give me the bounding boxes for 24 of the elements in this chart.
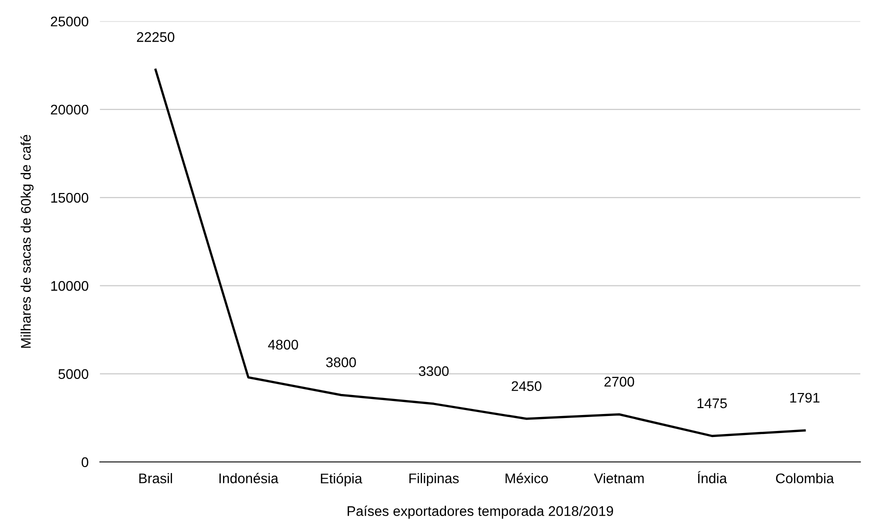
x-tick-label: México: [506, 472, 548, 484]
x-tick-label: Etiópia: [320, 473, 362, 486]
data-label: 2700: [604, 376, 634, 387]
data-label: 2450: [512, 381, 542, 392]
data-label: 1475: [698, 398, 727, 408]
x-tick-label: Brasil: [139, 473, 172, 484]
y-tick-label: 10000: [51, 281, 88, 291]
data-label: 1791: [790, 392, 820, 403]
x-tick-label: Filipinas: [409, 473, 459, 486]
x-tick-label: Vietnam: [594, 473, 644, 484]
data-label: 22250: [136, 32, 174, 42]
x-tick-label: Índia: [698, 471, 728, 484]
x-tick-label: Colombia: [776, 473, 834, 484]
y-tick-label: 0: [82, 457, 88, 468]
y-tick-label: 20000: [50, 104, 88, 115]
y-tick-label: 15000: [51, 192, 88, 203]
y-tick-label: 5000: [58, 369, 88, 379]
data-label: 4800: [268, 340, 298, 350]
x-tick-label: Indonésia: [219, 472, 278, 484]
data-label: 3800: [326, 357, 356, 368]
y-tick-label: 25000: [50, 16, 88, 26]
data-label: 3300: [418, 366, 449, 376]
x-axis-title: Países exportadores temporada 2018/2019: [348, 506, 614, 519]
y-axis-title: Milhares de sacas de 60kg de café: [20, 134, 34, 348]
